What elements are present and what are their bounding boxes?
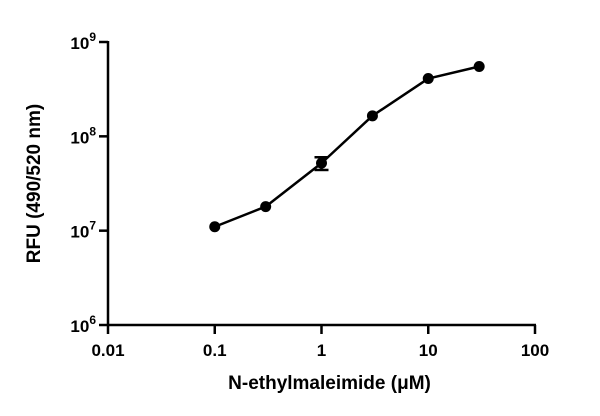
x-tick-label: 100 [521, 341, 549, 360]
data-point [473, 60, 485, 72]
data-point [316, 157, 327, 169]
data-point [366, 110, 378, 122]
data-point [260, 201, 272, 213]
x-ticks: 0.01 0.1 1 10 100 [91, 325, 549, 360]
y-ticks: 106 107 108 109 [70, 30, 108, 336]
y-tick-label: 107 [70, 219, 96, 242]
x-axis-label: N-ethylmaleimide (μM) [228, 373, 431, 394]
series-line [214, 65, 480, 228]
x-tick-label: 1 [317, 341, 326, 360]
x-tick-label: 10 [419, 341, 438, 360]
axes [106, 41, 536, 327]
data-point [422, 73, 434, 85]
y-axis-label: RFU (490/520 nm) [24, 104, 45, 263]
y-tick-label: 109 [70, 30, 96, 53]
y-tick-label: 108 [70, 124, 96, 147]
x-tick-label: 0.01 [91, 341, 124, 360]
y-tick-label: 106 [70, 313, 96, 336]
data-point [209, 221, 221, 233]
x-tick-label: 0.1 [203, 341, 227, 360]
series-layer [209, 60, 485, 233]
